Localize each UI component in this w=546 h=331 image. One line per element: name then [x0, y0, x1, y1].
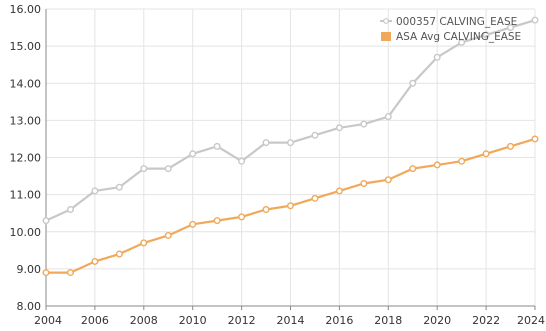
data-point[interactable] [238, 213, 246, 221]
data-point[interactable] [164, 231, 172, 239]
data-point[interactable] [531, 135, 539, 143]
data-point[interactable] [164, 165, 172, 173]
data-point[interactable] [91, 187, 99, 195]
data-point[interactable] [115, 183, 123, 191]
data-point[interactable] [42, 217, 50, 225]
x-tick-label: 2006 [81, 314, 109, 327]
data-point[interactable] [262, 139, 270, 147]
x-tick-label: 2018 [374, 314, 402, 327]
x-tick-label: 2004 [34, 314, 62, 327]
data-point[interactable] [238, 157, 246, 165]
data-point[interactable] [458, 157, 466, 165]
y-tick-label: 14.00 [10, 77, 42, 90]
data-point[interactable] [311, 194, 319, 202]
legend-item-2[interactable]: ASA Avg CALVING_EASE [381, 31, 521, 43]
x-tick-label: 2020 [423, 314, 451, 327]
x-tick-label: 2012 [228, 314, 256, 327]
data-point[interactable] [335, 187, 343, 195]
data-point[interactable] [66, 205, 74, 213]
data-point[interactable] [140, 239, 148, 247]
data-point[interactable] [335, 124, 343, 132]
data-point[interactable] [360, 120, 368, 128]
data-point[interactable] [482, 31, 490, 39]
data-point[interactable] [189, 220, 197, 228]
data-point[interactable] [42, 269, 50, 277]
data-point[interactable] [482, 150, 490, 158]
x-tick-label: 2010 [179, 314, 207, 327]
y-axis-tick-labels: 8.00 9.00 10.00 11.00 12.00 13.00 14.00 15.00 16… [10, 3, 42, 313]
series-group [42, 16, 539, 277]
legend[interactable]: 000357 CALVING_EASE ASA Avg CALVING_EASE [380, 16, 521, 43]
data-point[interactable] [433, 53, 441, 61]
data-point[interactable] [384, 113, 392, 121]
legend-swatch-marker [383, 18, 389, 24]
data-point[interactable] [91, 257, 99, 265]
x-tick-label: 2024 [517, 314, 545, 327]
data-point[interactable] [433, 161, 441, 169]
x-tick-label: 2008 [130, 314, 158, 327]
x-tick-label: 2016 [325, 314, 353, 327]
data-point[interactable] [507, 24, 515, 32]
axes [45, 9, 536, 310]
data-point[interactable] [115, 250, 123, 258]
data-point[interactable] [213, 142, 221, 150]
legend-label: 000357 CALVING_EASE [396, 16, 517, 28]
data-point[interactable] [189, 150, 197, 158]
x-tick-label: 2022 [472, 314, 500, 327]
data-point[interactable] [287, 202, 295, 210]
legend-item-1[interactable]: 000357 CALVING_EASE [380, 16, 517, 28]
y-tick-label: 12.00 [10, 152, 42, 165]
data-point[interactable] [360, 179, 368, 187]
y-tick-label: 11.00 [10, 189, 42, 202]
data-point[interactable] [262, 205, 270, 213]
y-tick-label: 10.00 [10, 226, 42, 239]
x-axis-tick-labels: 2004 2006 2008 2010 2012 2014 2016 2018 2020 2022… [34, 314, 545, 327]
data-point[interactable] [66, 269, 74, 277]
y-tick-label: 13.00 [10, 114, 42, 127]
y-tick-label: 15.00 [10, 40, 42, 53]
grid-lines [45, 8, 536, 307]
legend-label: ASA Avg CALVING_EASE [396, 31, 521, 43]
data-point[interactable] [140, 165, 148, 173]
data-point[interactable] [213, 217, 221, 225]
data-point[interactable] [311, 131, 319, 139]
data-point[interactable] [458, 38, 466, 46]
y-tick-label: 8.00 [17, 300, 42, 313]
legend-swatch [381, 32, 391, 41]
data-point[interactable] [409, 79, 417, 87]
data-point[interactable] [507, 142, 515, 150]
y-tick-label: 16.00 [10, 3, 42, 16]
data-point[interactable] [531, 16, 539, 24]
data-point[interactable] [384, 176, 392, 184]
data-point[interactable] [287, 139, 295, 147]
data-point[interactable] [409, 165, 417, 173]
y-tick-label: 9.00 [17, 263, 42, 276]
x-tick-label: 2014 [277, 314, 305, 327]
